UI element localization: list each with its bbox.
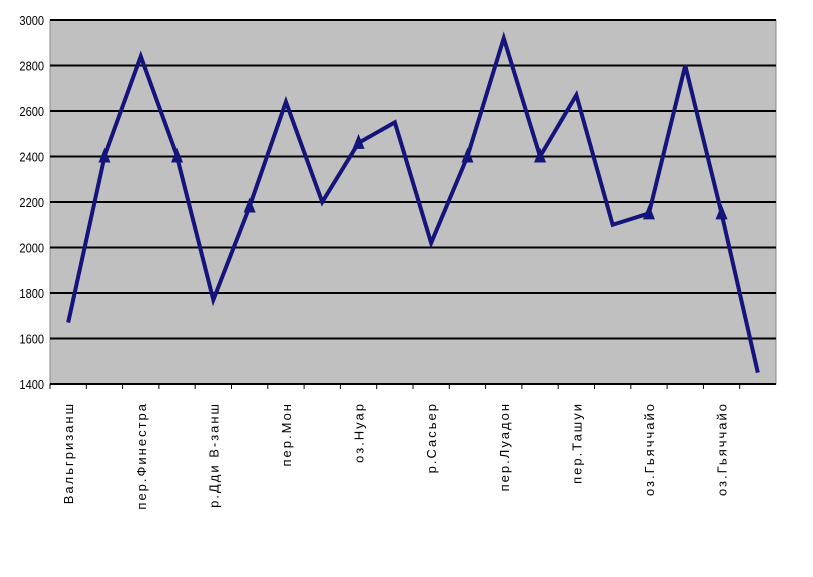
marker [171, 147, 184, 163]
marker [715, 204, 728, 220]
y-tick-label: 1800 [19, 286, 44, 301]
x-tick-label: р.Дди В-занш [206, 402, 221, 508]
marker [352, 133, 365, 149]
x-tick-label: пер.Мон [279, 402, 294, 467]
y-tick-label: 1400 [19, 377, 44, 392]
x-tick-label: пер.Луадон [497, 402, 512, 491]
x-tick-label: оз.Нуар [352, 402, 367, 463]
x-tick-label: оз.Гьяччайо [715, 402, 730, 496]
line-series [66, 31, 760, 374]
marker [98, 147, 111, 163]
y-tick-label: 2200 [19, 195, 44, 210]
x-tick-label: пер.Финестра [134, 402, 149, 510]
x-tick-label: р.Сасьер [424, 402, 439, 473]
x-tick-label: пер.Ташуи [569, 402, 584, 484]
y-tick-label: 3000 [19, 13, 44, 28]
y-tick-label: 2600 [19, 104, 44, 119]
y-tick-label: 2400 [19, 150, 44, 165]
marker [461, 147, 474, 163]
x-tick-label: Вальгризанш [61, 402, 76, 504]
y-tick-label: 2000 [19, 241, 44, 256]
x-tick-label: оз.Гьяччайо [642, 402, 657, 496]
marker [534, 147, 547, 163]
y-tick-label: 2800 [19, 59, 44, 74]
marker [243, 197, 256, 213]
y-tick-label: 1600 [19, 332, 44, 347]
marker [642, 204, 655, 220]
